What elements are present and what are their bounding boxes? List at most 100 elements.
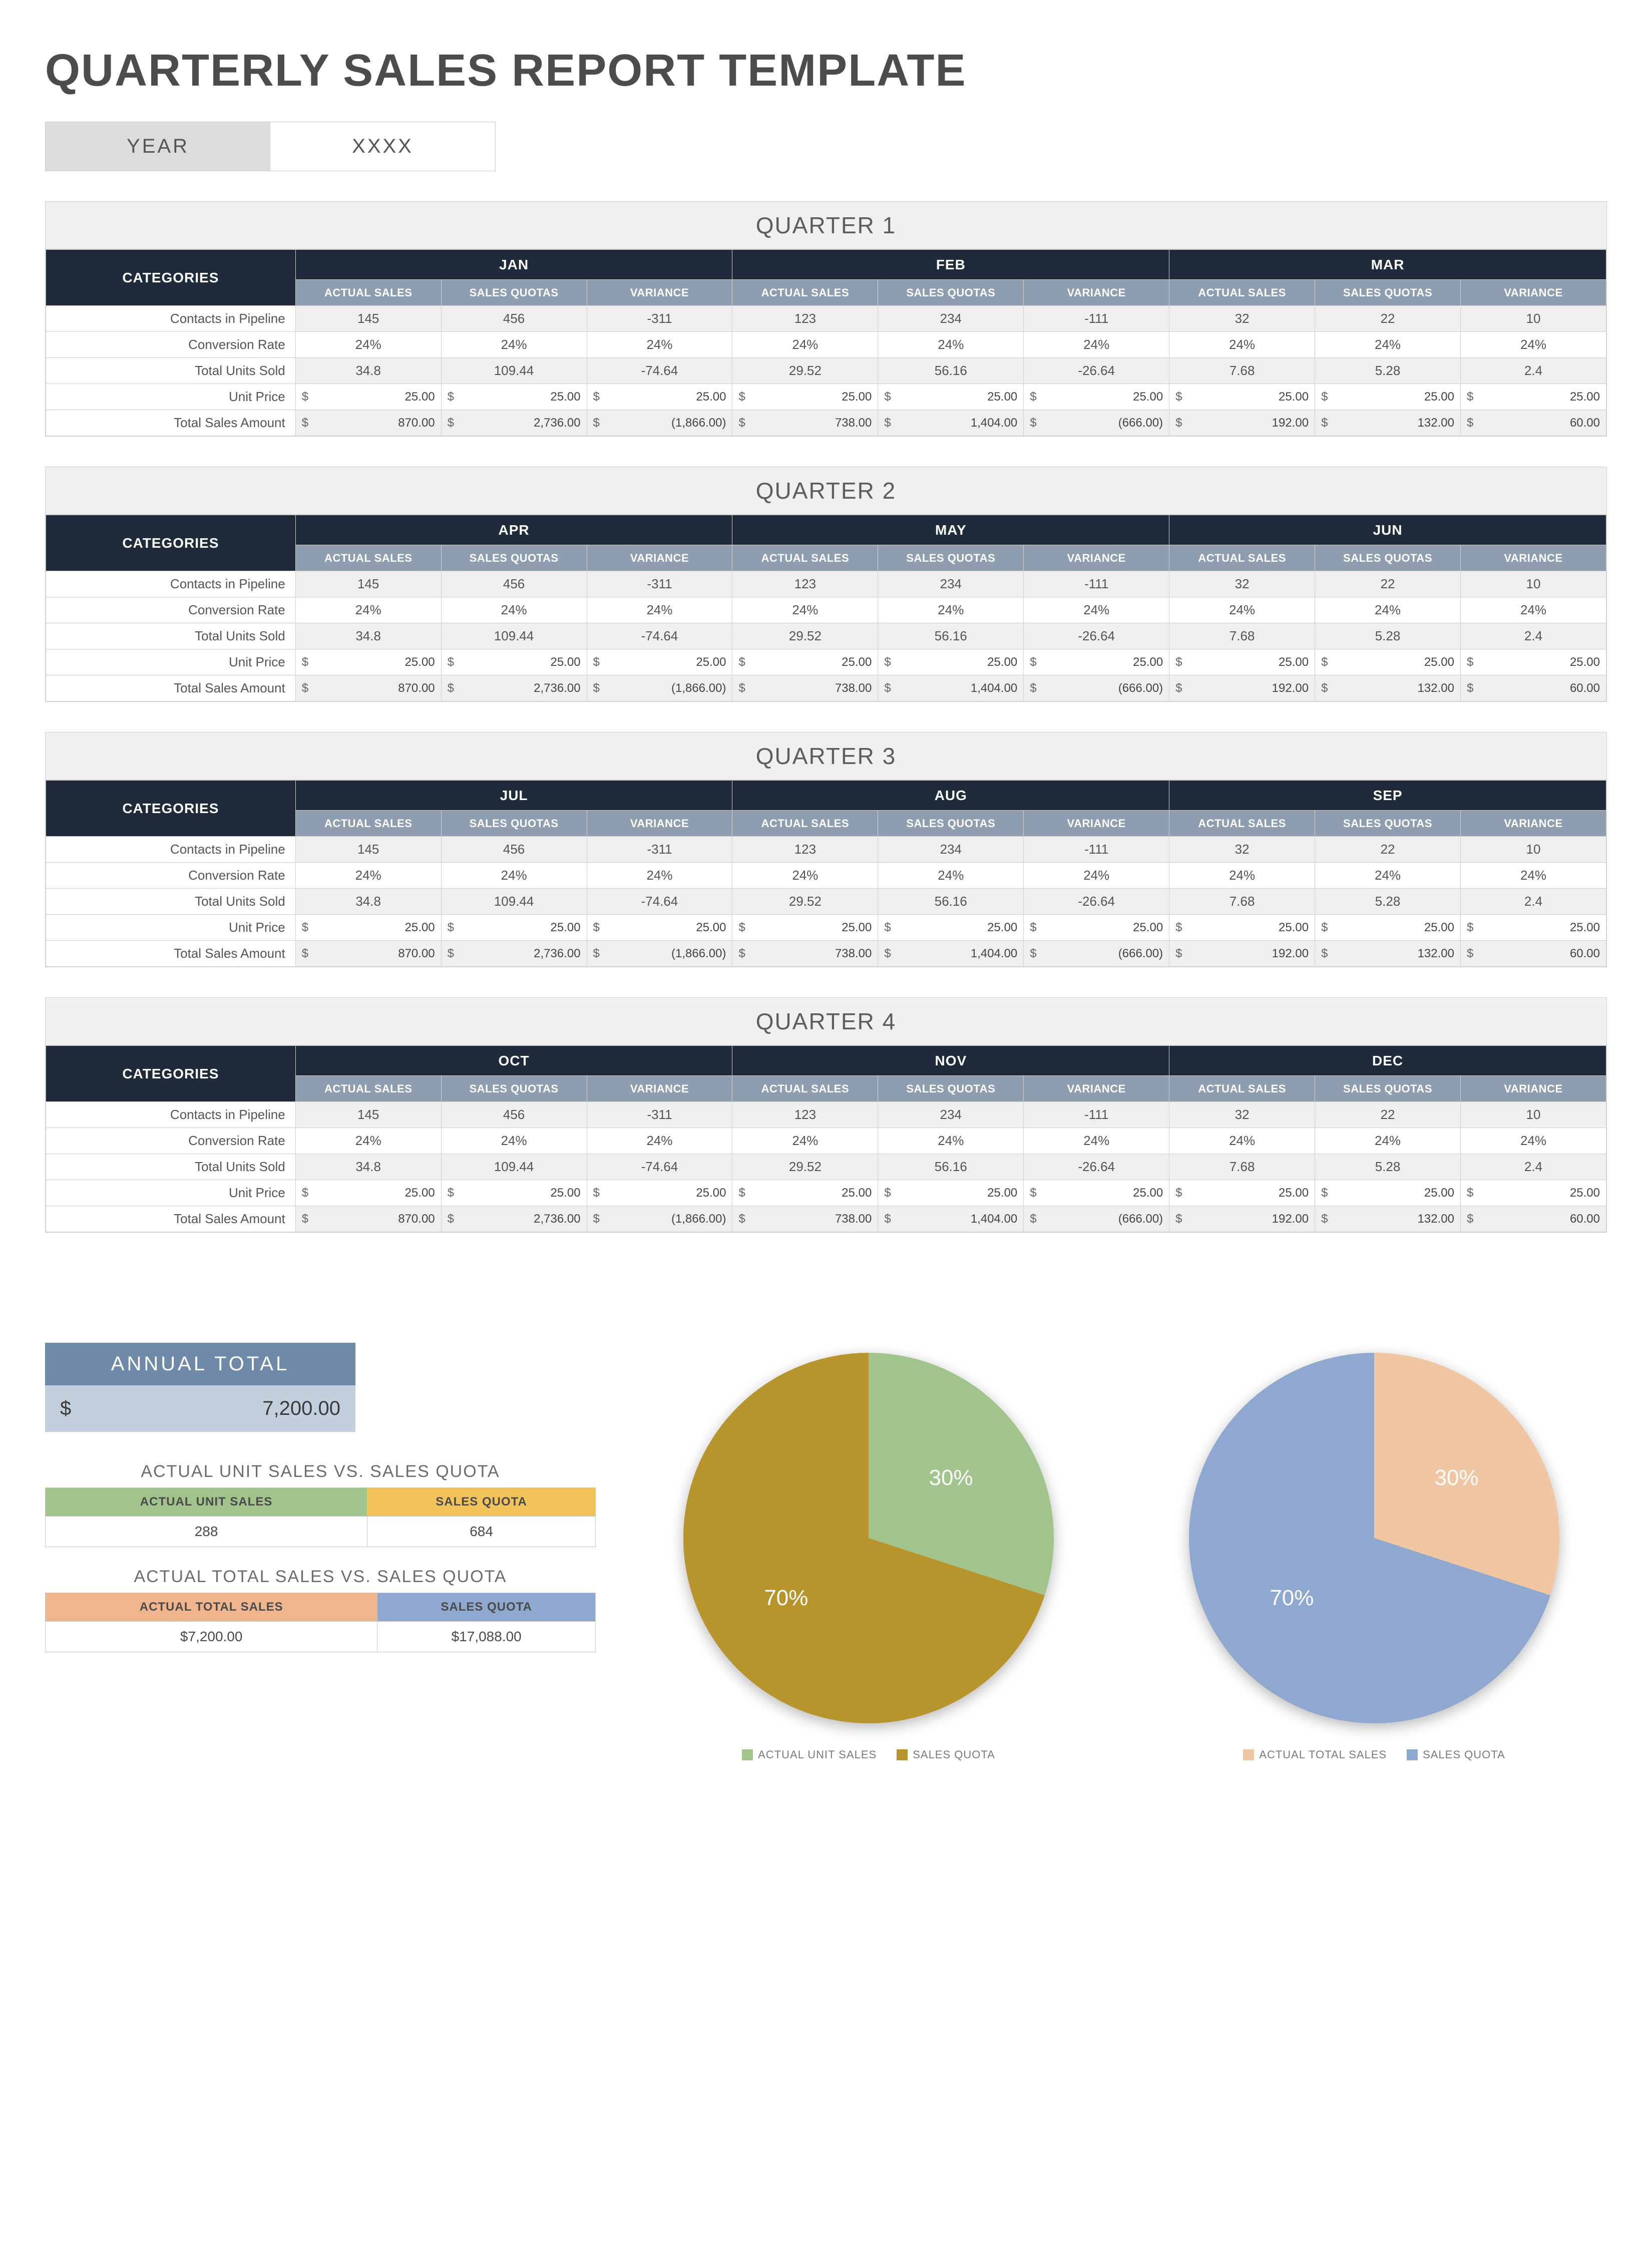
data-cell[interactable]: $(666.00)	[1024, 1206, 1169, 1232]
data-cell[interactable]: -26.64	[1024, 889, 1169, 915]
data-cell[interactable]: $25.00	[295, 915, 441, 941]
data-cell[interactable]: $25.00	[878, 649, 1024, 675]
data-cell[interactable]: 29.52	[732, 1154, 878, 1180]
data-cell[interactable]: $(1,866.00)	[587, 941, 732, 967]
data-cell[interactable]: $25.00	[1315, 915, 1461, 941]
data-cell[interactable]: 7.68	[1169, 889, 1315, 915]
data-cell[interactable]: $25.00	[878, 915, 1024, 941]
data-cell[interactable]: 24%	[1460, 332, 1606, 358]
data-cell[interactable]: -111	[1024, 1102, 1169, 1128]
data-cell[interactable]: $192.00	[1169, 410, 1315, 436]
data-cell[interactable]: $1,404.00	[878, 1206, 1024, 1232]
data-cell[interactable]: 24%	[732, 597, 878, 623]
data-cell[interactable]: 24%	[1460, 863, 1606, 889]
data-cell[interactable]: $25.00	[295, 1180, 441, 1206]
data-cell[interactable]: 123	[732, 571, 878, 597]
data-cell[interactable]: 32	[1169, 837, 1315, 863]
data-cell[interactable]: 24%	[441, 597, 587, 623]
data-cell[interactable]: $25.00	[1315, 1180, 1461, 1206]
data-cell[interactable]: $25.00	[1024, 384, 1169, 410]
data-cell[interactable]: $870.00	[295, 941, 441, 967]
data-cell[interactable]: 32	[1169, 1102, 1315, 1128]
data-cell[interactable]: 34.8	[295, 358, 441, 384]
data-cell[interactable]: 145	[295, 1102, 441, 1128]
data-cell[interactable]: 10	[1460, 306, 1606, 332]
data-cell[interactable]: $738.00	[732, 941, 878, 967]
data-cell[interactable]: $738.00	[732, 1206, 878, 1232]
data-cell[interactable]: $25.00	[1460, 915, 1606, 941]
data-cell[interactable]: 234	[878, 1102, 1024, 1128]
data-cell[interactable]: 109.44	[441, 889, 587, 915]
data-cell[interactable]: 29.52	[732, 623, 878, 649]
data-cell[interactable]: 24%	[1169, 863, 1315, 889]
data-cell[interactable]: $25.00	[732, 915, 878, 941]
data-cell[interactable]: 24%	[295, 863, 441, 889]
data-cell[interactable]: $2,736.00	[441, 1206, 587, 1232]
data-cell[interactable]: $60.00	[1460, 1206, 1606, 1232]
data-cell[interactable]: 456	[441, 837, 587, 863]
data-cell[interactable]: $25.00	[295, 384, 441, 410]
data-cell[interactable]: 7.68	[1169, 358, 1315, 384]
data-cell[interactable]: 123	[732, 1102, 878, 1128]
data-cell[interactable]: 22	[1315, 571, 1461, 597]
data-cell[interactable]: $870.00	[295, 410, 441, 436]
data-cell[interactable]: 145	[295, 837, 441, 863]
data-cell[interactable]: $25.00	[587, 915, 732, 941]
data-cell[interactable]: $25.00	[295, 649, 441, 675]
data-cell[interactable]: $25.00	[1169, 1180, 1315, 1206]
data-cell[interactable]: 24%	[587, 863, 732, 889]
data-cell[interactable]: -26.64	[1024, 1154, 1169, 1180]
data-cell[interactable]: $132.00	[1315, 410, 1461, 436]
data-cell[interactable]: $1,404.00	[878, 941, 1024, 967]
data-cell[interactable]: $1,404.00	[878, 410, 1024, 436]
data-cell[interactable]: 456	[441, 1102, 587, 1128]
data-cell[interactable]: -311	[587, 837, 732, 863]
data-cell[interactable]: $1,404.00	[878, 675, 1024, 701]
data-cell[interactable]: $(1,866.00)	[587, 410, 732, 436]
data-cell[interactable]: $25.00	[1024, 915, 1169, 941]
data-cell[interactable]: -74.64	[587, 358, 732, 384]
data-cell[interactable]: 24%	[1169, 1128, 1315, 1154]
data-cell[interactable]: 32	[1169, 306, 1315, 332]
data-cell[interactable]: 123	[732, 837, 878, 863]
data-cell[interactable]: 5.28	[1315, 889, 1461, 915]
data-cell[interactable]: 24%	[1169, 332, 1315, 358]
data-cell[interactable]: $(1,866.00)	[587, 675, 732, 701]
data-cell[interactable]: 24%	[1024, 863, 1169, 889]
data-cell[interactable]: 24%	[878, 1128, 1024, 1154]
data-cell[interactable]: 2.4	[1460, 623, 1606, 649]
data-cell[interactable]: $25.00	[441, 384, 587, 410]
data-cell[interactable]: $2,736.00	[441, 675, 587, 701]
data-cell[interactable]: 10	[1460, 1102, 1606, 1128]
data-cell[interactable]: 24%	[587, 597, 732, 623]
data-cell[interactable]: 34.8	[295, 623, 441, 649]
data-cell[interactable]: $25.00	[878, 384, 1024, 410]
data-cell[interactable]: $738.00	[732, 410, 878, 436]
data-cell[interactable]: 24%	[732, 1128, 878, 1154]
data-cell[interactable]: 29.52	[732, 358, 878, 384]
data-cell[interactable]: 456	[441, 306, 587, 332]
data-cell[interactable]: 234	[878, 571, 1024, 597]
data-cell[interactable]: -26.64	[1024, 623, 1169, 649]
data-cell[interactable]: 123	[732, 306, 878, 332]
data-cell[interactable]: $2,736.00	[441, 941, 587, 967]
data-cell[interactable]: $132.00	[1315, 1206, 1461, 1232]
data-cell[interactable]: 7.68	[1169, 623, 1315, 649]
data-cell[interactable]: $25.00	[732, 1180, 878, 1206]
data-cell[interactable]: $60.00	[1460, 941, 1606, 967]
data-cell[interactable]: -74.64	[587, 889, 732, 915]
data-cell[interactable]: 24%	[295, 597, 441, 623]
data-cell[interactable]: $25.00	[1315, 384, 1461, 410]
year-value[interactable]: XXXX	[270, 122, 495, 171]
data-cell[interactable]: $132.00	[1315, 675, 1461, 701]
data-cell[interactable]: $25.00	[587, 649, 732, 675]
data-cell[interactable]: 24%	[878, 597, 1024, 623]
data-cell[interactable]: 24%	[1315, 332, 1461, 358]
data-cell[interactable]: $25.00	[441, 649, 587, 675]
data-cell[interactable]: $25.00	[1460, 649, 1606, 675]
data-cell[interactable]: 24%	[295, 332, 441, 358]
data-cell[interactable]: $25.00	[1024, 1180, 1169, 1206]
data-cell[interactable]: $870.00	[295, 1206, 441, 1232]
data-cell[interactable]: 7.68	[1169, 1154, 1315, 1180]
data-cell[interactable]: 24%	[1024, 1128, 1169, 1154]
